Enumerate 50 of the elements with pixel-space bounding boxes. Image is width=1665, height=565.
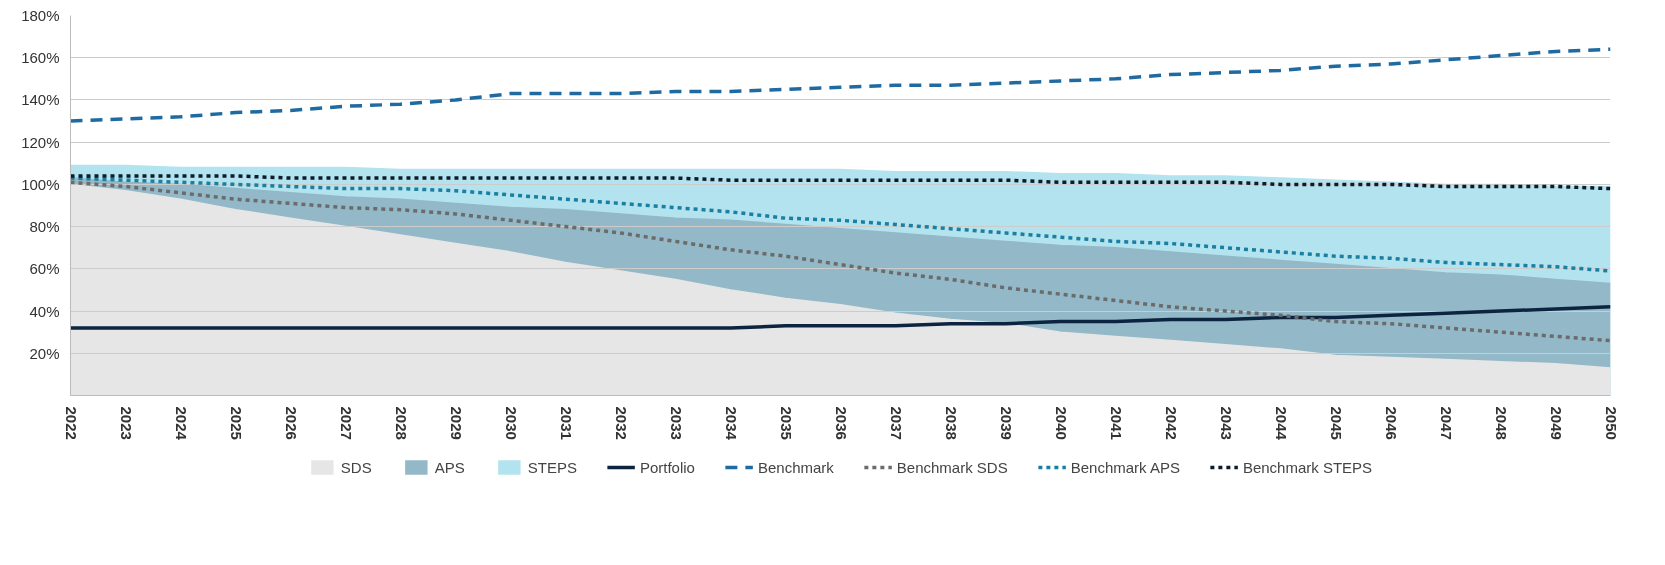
x-tick-label: 2035: [777, 406, 795, 440]
y-tick-label: 180%: [21, 7, 60, 24]
legend-label: Portfolio: [639, 458, 695, 476]
x-tick-label: 2030: [502, 406, 520, 440]
x-tick-label: 2039: [997, 406, 1015, 440]
line-series: [70, 174, 1611, 191]
x-tick-label: 2044: [1272, 406, 1290, 441]
x-tick-label: 2031: [557, 406, 575, 440]
y-tick-label: 60%: [29, 260, 60, 278]
y-tick-label: 80%: [29, 218, 60, 236]
y-tick-label: 160%: [21, 49, 60, 67]
x-tick-label: 2033: [667, 406, 685, 440]
x-tick-label: 2050: [1602, 406, 1620, 440]
legend-label: Benchmark APS: [1070, 458, 1180, 476]
x-tick-label: 2043: [1217, 406, 1235, 440]
x-tick-label: 2042: [1162, 406, 1180, 440]
x-tick-label: 2049: [1547, 406, 1565, 440]
x-tick-label: 2028: [392, 406, 410, 440]
legend-label: STEPS: [527, 458, 577, 476]
y-tick-label: 120%: [21, 133, 60, 151]
x-tick-label: 2026: [282, 406, 300, 440]
x-tick-label: 2022: [62, 406, 80, 440]
line-series: [70, 180, 1611, 343]
x-tick-label: 2047: [1437, 406, 1455, 440]
x-tick-label: 2038: [942, 406, 960, 440]
x-tick-label: 2034: [722, 406, 740, 441]
x-tick-label: 2032: [612, 406, 630, 440]
x-tick-label: 2023: [117, 406, 135, 440]
y-tick-label: 140%: [21, 91, 60, 109]
x-tick-label: 2027: [337, 406, 355, 440]
x-tick-label: 2048: [1492, 406, 1510, 440]
x-tick-label: 2037: [887, 406, 905, 440]
line-series: [70, 47, 1611, 123]
x-tick-label: 2029: [447, 406, 465, 440]
y-tick-label: 100%: [21, 175, 60, 193]
x-tick-label: 2024: [172, 406, 190, 441]
x-tick-label: 2025: [227, 406, 245, 440]
legend-label: Benchmark: [757, 458, 834, 476]
x-tick-label: 2046: [1382, 406, 1400, 440]
line-series: [70, 305, 1611, 330]
legend-label: Benchmark STEPS: [1242, 458, 1373, 476]
y-tick-label: 20%: [29, 344, 60, 362]
legend-label: APS: [434, 458, 465, 476]
x-tick-label: 2040: [1052, 406, 1070, 440]
x-tick-label: 2045: [1327, 406, 1345, 440]
legend-label: Benchmark SDS: [896, 458, 1008, 476]
x-tick-label: 2036: [832, 406, 850, 440]
x-tick-label: 2041: [1107, 406, 1125, 440]
y-tick-label: 40%: [29, 302, 60, 320]
legend-label: SDS: [340, 458, 372, 476]
